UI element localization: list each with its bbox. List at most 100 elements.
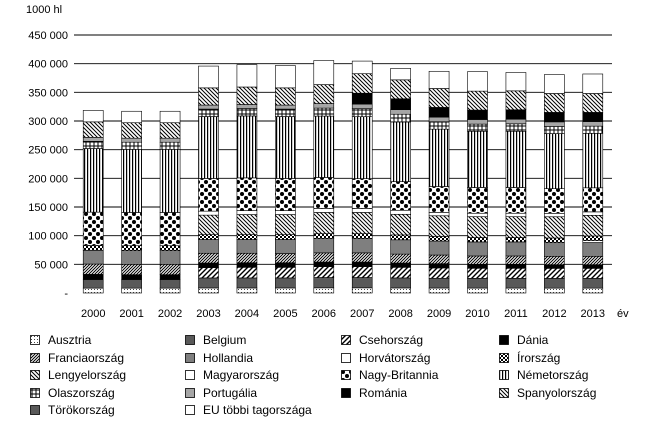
bar-segment [313, 115, 335, 178]
bar-segment [505, 241, 527, 257]
legend-item: Horvátország [341, 350, 430, 366]
x-tick-label: 2003 [196, 308, 220, 320]
bar-segment [351, 178, 373, 209]
bar-segment [390, 209, 411, 215]
legend-label: Magyarország [203, 368, 280, 382]
y-tick-label: 150 000 [28, 202, 68, 214]
bar-segment [198, 210, 219, 216]
bar-segment [159, 110, 181, 124]
bar-segment [198, 287, 219, 294]
bar-segment [275, 262, 296, 268]
bar-segment [351, 287, 373, 294]
bar-segment [159, 122, 181, 139]
bar-segment [351, 252, 373, 263]
x-tick-label: 2011 [504, 308, 528, 320]
bar-segment [428, 215, 450, 237]
bar-segment [467, 241, 488, 257]
bar-segment [582, 93, 604, 113]
x-tick-label: 2012 [542, 308, 566, 320]
bar-segment [236, 262, 258, 268]
bar-segment [82, 121, 104, 138]
bar-segment [236, 252, 258, 264]
x-tick-label: 2006 [312, 308, 336, 320]
bar-segment [505, 287, 527, 294]
legend-swatch [30, 370, 40, 380]
bar-segment [121, 279, 142, 289]
bar-segment [275, 253, 296, 264]
bar-segment [313, 277, 335, 289]
bar-segment [390, 287, 411, 294]
y-tick-label: - [64, 288, 68, 300]
bar-segment [159, 149, 181, 213]
y-tick-label: 50 000 [34, 259, 68, 271]
bar-segment [582, 73, 604, 94]
bar-segment [505, 187, 527, 214]
bar-segment [390, 253, 411, 264]
legend-swatch [499, 387, 509, 398]
y-tick-label: 200 000 [28, 173, 68, 185]
legend-item: Olaszország [30, 385, 115, 401]
bar-segment [351, 60, 373, 74]
bar-segment [467, 90, 488, 111]
bar-segment [544, 256, 565, 265]
bar-segment [428, 267, 450, 279]
legend-label: Belgium [203, 333, 247, 347]
bar-segment [198, 108, 219, 117]
bar-segment [582, 125, 604, 134]
legend-label: Csehország [359, 333, 424, 347]
bar-segment [505, 237, 527, 243]
bar-segment [236, 64, 258, 88]
legend-item: Belgium [185, 332, 246, 348]
bar-segment [159, 137, 181, 143]
bar-segment [582, 278, 604, 289]
legend-label: Németország [517, 368, 589, 382]
bar-segment [351, 233, 373, 239]
bar-segment [351, 266, 373, 278]
legend-item: Dánia [499, 332, 548, 348]
bar-segment [467, 263, 488, 269]
bar-segment [544, 133, 565, 189]
bar-segment [121, 212, 142, 247]
bar-segment [505, 109, 527, 120]
bar-segment [505, 90, 527, 111]
bar-segment [351, 208, 373, 213]
bar-segment [428, 240, 450, 256]
bar-segment [582, 264, 604, 269]
bar-segment [82, 287, 104, 294]
bar-segment [544, 74, 565, 94]
bar-segment [275, 214, 296, 235]
bar-segment [351, 73, 373, 94]
bar-segment [582, 242, 604, 257]
bar-segment [275, 277, 296, 289]
stacked-bar-chart: 450 000 400 000 350 000 300 000 250 000 200 0… [26, 4, 629, 320]
bar-segment [390, 239, 411, 255]
bar-segment [582, 268, 604, 279]
bar-segment [198, 234, 219, 240]
bar-segment [313, 238, 335, 254]
legend-label: Spanyolország [517, 385, 597, 400]
y-tick-label: 350 000 [28, 87, 68, 99]
bar-segment [582, 240, 604, 243]
bar-segment [582, 187, 604, 213]
bar-segment [82, 141, 104, 149]
y-unit-label: 1000 hl [26, 4, 62, 16]
legend-swatch [30, 387, 40, 398]
legend-label: Horvátország [359, 350, 431, 365]
x-tick-label: 2013 [581, 308, 605, 320]
bar-segment [505, 123, 527, 132]
bar-segment [198, 65, 219, 89]
bar-segment [467, 119, 488, 125]
bar-segment [505, 255, 527, 265]
x-unit-label: év [617, 308, 629, 320]
x-tick-label: 2000 [81, 308, 105, 320]
bar-segment [582, 121, 604, 127]
bar-segment [159, 264, 181, 275]
legend-label: EU többi tagországa [203, 403, 312, 417]
bar-segment [505, 263, 527, 269]
bar-segment [351, 261, 373, 267]
legend-item: Németország [499, 367, 588, 383]
legend-swatch [185, 352, 195, 363]
bar-segment [428, 128, 450, 187]
bar-segment [121, 110, 142, 124]
legend-item: Románia [341, 385, 407, 401]
